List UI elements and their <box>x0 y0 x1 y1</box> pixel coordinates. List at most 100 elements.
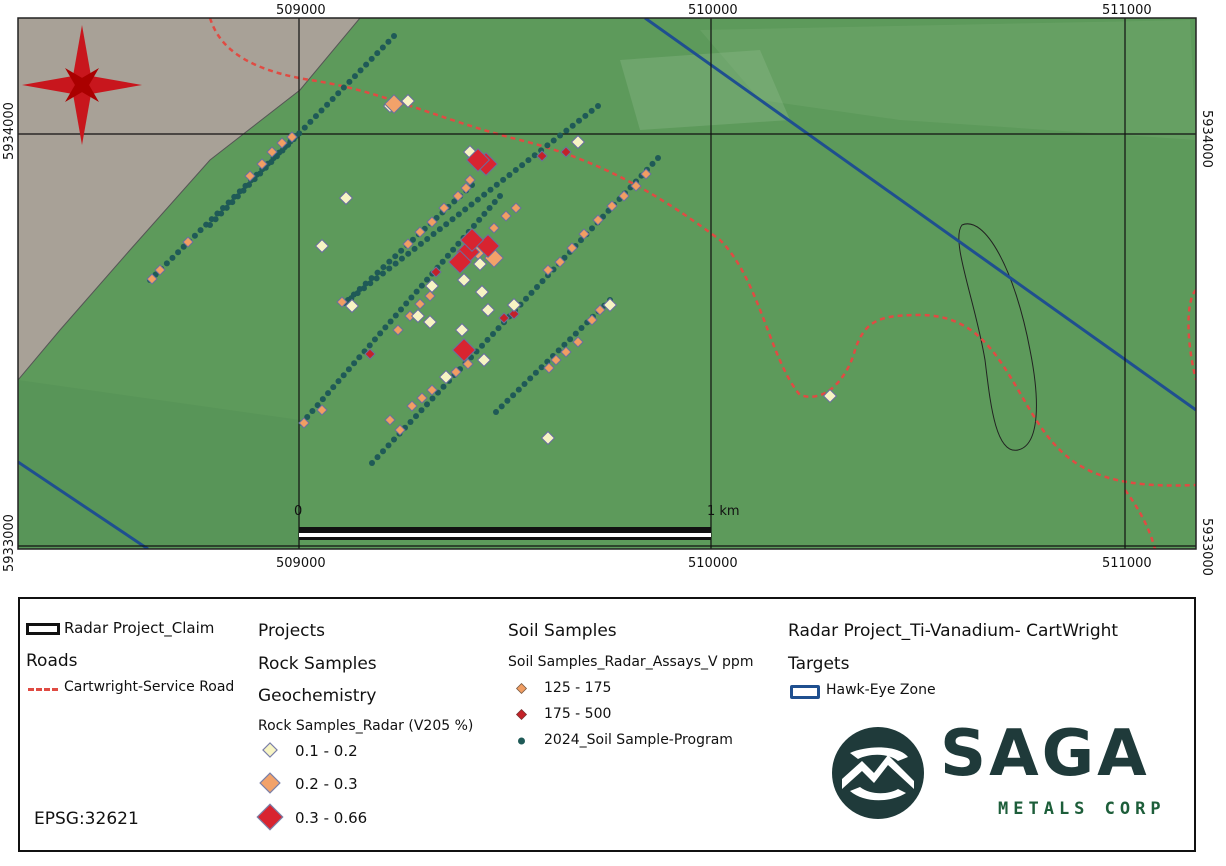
soil-sample-dot <box>443 221 450 228</box>
soil-sample-dot <box>398 247 405 254</box>
soil-sample-dot <box>398 306 404 313</box>
soil-sample-125-175 <box>404 310 416 322</box>
soil-sample-dot <box>519 162 526 169</box>
epsg-label: EPSG:32621 <box>34 809 139 829</box>
soil-sample-dot <box>515 386 522 393</box>
soil-sample-dot <box>312 113 319 120</box>
north-star-icon <box>22 25 142 145</box>
soil-sample-125-175 <box>416 392 428 404</box>
terrain-patch <box>18 380 300 549</box>
soil-sample-dot <box>506 171 513 178</box>
scale-end-label: 1 km <box>707 504 740 519</box>
road-label: Cartwright-Service Road <box>64 679 235 695</box>
rock-class-mid-icon <box>259 772 281 794</box>
soil-sample-dot <box>380 448 386 455</box>
soil-sample-125-175 <box>244 170 256 182</box>
soil-sample-dot <box>363 61 370 68</box>
rock-samples-heading: Rock Samples <box>258 654 377 674</box>
soil-sample-dot <box>246 181 253 188</box>
rock-sample-0.1-0.2 <box>400 93 416 109</box>
soil-sample-dot <box>491 198 498 205</box>
soil-sample-dot <box>474 196 481 203</box>
soil-sample-dot <box>163 260 170 267</box>
soil-sample-125-175 <box>462 358 474 370</box>
soil-sample-dot <box>335 378 342 385</box>
soil-sample-dot <box>385 38 392 45</box>
soil-sample-125-175 <box>414 298 426 310</box>
soil-sample-125-175 <box>276 137 288 149</box>
soil-sample-dot <box>398 255 405 262</box>
road-symbol <box>28 688 58 691</box>
rock-sample-0.1-0.2 <box>410 308 426 324</box>
soil-sample-dot <box>561 341 568 348</box>
soil-sample-dot <box>544 142 551 149</box>
soil-sample-125-175 <box>464 174 476 186</box>
soil-sample-dot <box>212 216 219 223</box>
rock-sample-0.1-0.2 <box>472 256 488 272</box>
soil-sample-dot <box>324 101 331 108</box>
soil-sample-dot <box>409 236 416 243</box>
soil-sample-125-175 <box>438 202 450 214</box>
soil-sample-dot <box>555 347 562 354</box>
soil-program-icon <box>518 737 525 745</box>
rock-sample-0.1-0.2 <box>506 297 522 313</box>
soil-sample-dot <box>582 112 589 119</box>
soil-sample-dot <box>487 186 494 193</box>
soil-sample-dot <box>307 118 314 125</box>
soil-sample-dot <box>655 155 661 161</box>
soil-sample-dot <box>444 252 451 259</box>
grid-label-left: 5933000 <box>2 514 17 572</box>
target-label: Hawk-Eye Zone <box>826 682 936 698</box>
soil-sample-dot <box>484 336 491 343</box>
soil-sample-125-175 <box>592 214 604 226</box>
soil-class-175-icon <box>515 708 528 721</box>
soil-sample-dot <box>392 312 399 319</box>
soil-sample-dot <box>340 372 347 379</box>
projects-heading: Projects <box>258 621 326 641</box>
soil-sample-dot <box>649 160 656 167</box>
logo-wordmark: SAGA <box>940 717 1150 791</box>
soil-sample-dot <box>567 336 574 343</box>
soil-sample-dot <box>257 170 264 177</box>
map-panel[interactable]: 0 1 km 509000 510000 511000 509000 51000… <box>0 0 1226 580</box>
soil-sample-dot <box>493 181 500 188</box>
rock-sample-0.1-0.2 <box>454 322 470 338</box>
rock-sample-0.1-0.2 <box>438 369 454 385</box>
soil-sample-dot <box>382 324 389 331</box>
target-symbol <box>790 685 820 699</box>
soil-layer-label: Soil Samples_Radar_Assays_V ppm <box>508 654 754 670</box>
soil-heading: Soil Samples <box>508 621 617 641</box>
soil-sample-dot <box>528 289 535 296</box>
rock-sample-0.3-0.66 <box>465 147 491 173</box>
map-canvas[interactable]: 0 1 km 509000 510000 511000 509000 51000… <box>0 0 1226 580</box>
soil-sample-125-175 <box>316 404 328 416</box>
soil-sample-dot <box>588 107 595 114</box>
soil-sample-dot <box>449 216 456 223</box>
map-frame-border <box>17 17 1197 550</box>
soil-sample-125-175 <box>594 304 606 316</box>
soil-sample-125-175 <box>510 202 522 214</box>
soil-sample-dot <box>407 418 414 425</box>
soil-sample-dot <box>569 122 576 129</box>
soil-sample-125-175 <box>554 256 566 268</box>
soil-sample-dot <box>521 381 528 387</box>
rock-sample-0.1-0.2 <box>822 388 838 404</box>
rock-sample-0.1-0.2 <box>570 134 586 150</box>
soil-class-label: 125 - 175 <box>544 680 612 696</box>
soil-sample-dot <box>234 193 241 200</box>
soil-sample-125-175 <box>256 158 268 170</box>
terrain-patch <box>620 50 790 130</box>
soil-sample-dot <box>411 245 418 252</box>
soil-sample-dot <box>377 330 384 337</box>
soil-sample-dot <box>279 147 286 154</box>
rock-class-symbols <box>256 742 284 831</box>
soil-sample-dot <box>417 240 424 247</box>
logo-subtitle: METALS CORP <box>998 799 1166 819</box>
terrain-patch <box>700 20 1196 140</box>
soil-sample-125-175 <box>543 362 555 374</box>
rock-class-high-icon <box>256 803 284 831</box>
soil-sample-125-175 <box>182 236 194 248</box>
soil-sample-dot <box>354 290 361 297</box>
soil-sample-dot <box>385 442 392 449</box>
rock-sample-0.1-0.2 <box>540 430 556 446</box>
